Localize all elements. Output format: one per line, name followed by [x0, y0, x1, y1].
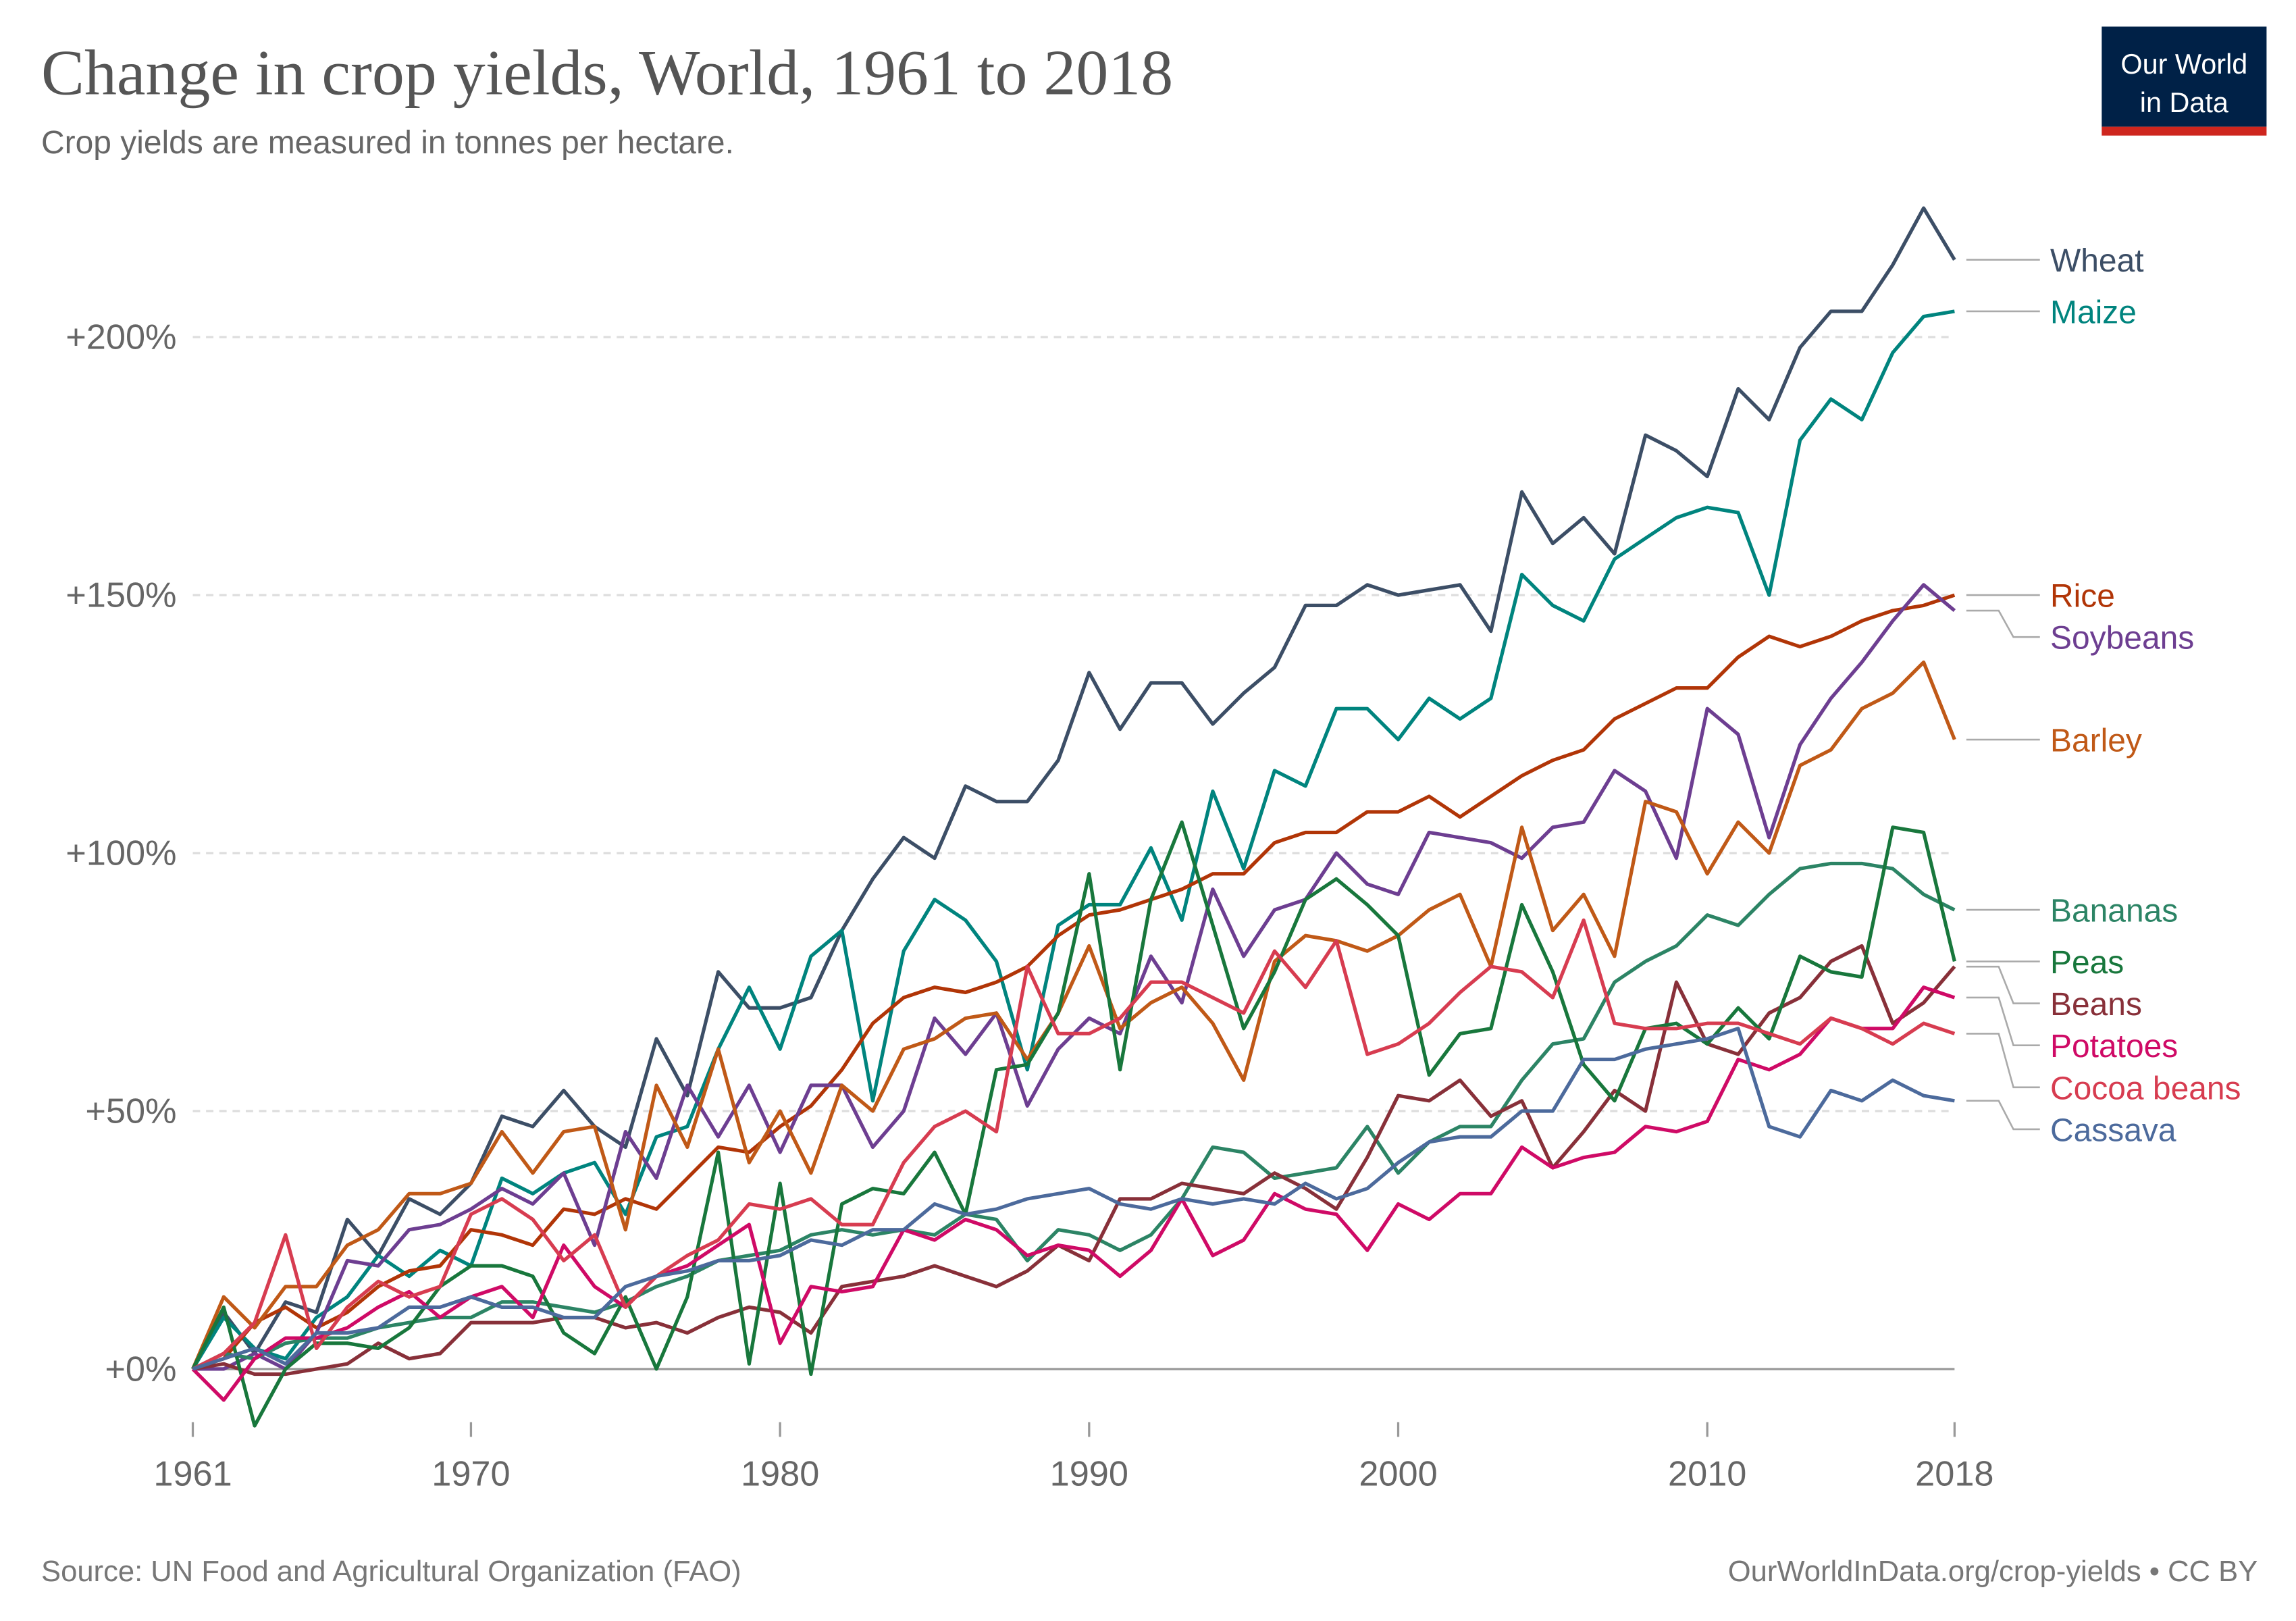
series-line	[191, 309, 1955, 1370]
x-tick-label: 1980	[741, 1454, 819, 1493]
series-line	[191, 820, 1956, 1428]
series-line	[192, 944, 1956, 1376]
x-tick-label: 1970	[432, 1454, 510, 1493]
logo-text: in Data	[2140, 87, 2229, 118]
leader-line	[1966, 609, 2040, 638]
y-tick-label: +0%	[105, 1349, 176, 1389]
logo: Our World in Data	[2102, 26, 2267, 136]
series-line	[192, 593, 1956, 1371]
credit-note: OurWorldInData.org/crop-yields • CC BY	[1728, 1555, 2258, 1588]
x-tick-label: 1990	[1050, 1454, 1128, 1493]
series-line	[191, 985, 1956, 1402]
logo-text: Our World	[2120, 49, 2247, 80]
series-line	[191, 660, 1956, 1370]
y-tick-label: +200%	[66, 318, 176, 357]
legend-label: Cocoa beans	[2050, 1071, 2241, 1106]
x-tick-label: 1961	[153, 1454, 232, 1493]
leader-line	[1966, 1100, 2040, 1131]
chart-title: Change in crop yields, World, 1961 to 20…	[41, 37, 1173, 109]
x-tick-label: 2000	[1359, 1454, 1437, 1493]
logo-bar	[2102, 126, 2267, 136]
leader-line	[1966, 996, 2040, 1047]
series-line	[192, 918, 1956, 1371]
series-line	[191, 206, 1956, 1370]
legend-label: Wheat	[2050, 243, 2144, 279]
source-note: Source: UN Food and Agricultural Organiz…	[41, 1555, 741, 1588]
leader-line	[1966, 965, 2040, 1004]
chart-subtitle: Crop yields are measured in tonnes per h…	[41, 125, 734, 161]
legend-label: Bananas	[2050, 894, 2178, 929]
logo-box	[2102, 26, 2267, 127]
y-tick-label: +100%	[66, 834, 176, 873]
y-tick-label: +50%	[85, 1091, 176, 1131]
series-line	[192, 861, 1956, 1371]
legend-label: Barley	[2050, 723, 2142, 758]
legend-label: Soybeans	[2050, 621, 2194, 657]
legend-label: Cassava	[2050, 1112, 2176, 1148]
legend-label: Rice	[2050, 579, 2115, 615]
x-tick-label: 2010	[1668, 1454, 1746, 1493]
legend-label: Beans	[2050, 987, 2142, 1023]
y-tick-label: +150%	[66, 576, 176, 615]
leader-line	[1966, 1033, 2040, 1089]
legend-label: Potatoes	[2050, 1029, 2178, 1064]
x-tick-label: 2018	[1915, 1454, 1993, 1493]
series-line	[192, 1027, 1955, 1371]
legend-label: Maize	[2050, 294, 2137, 330]
legend-label: Peas	[2050, 945, 2124, 981]
